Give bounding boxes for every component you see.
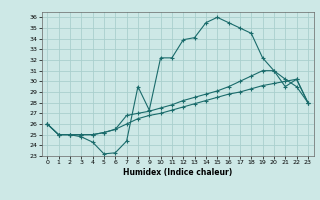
- X-axis label: Humidex (Indice chaleur): Humidex (Indice chaleur): [123, 168, 232, 177]
